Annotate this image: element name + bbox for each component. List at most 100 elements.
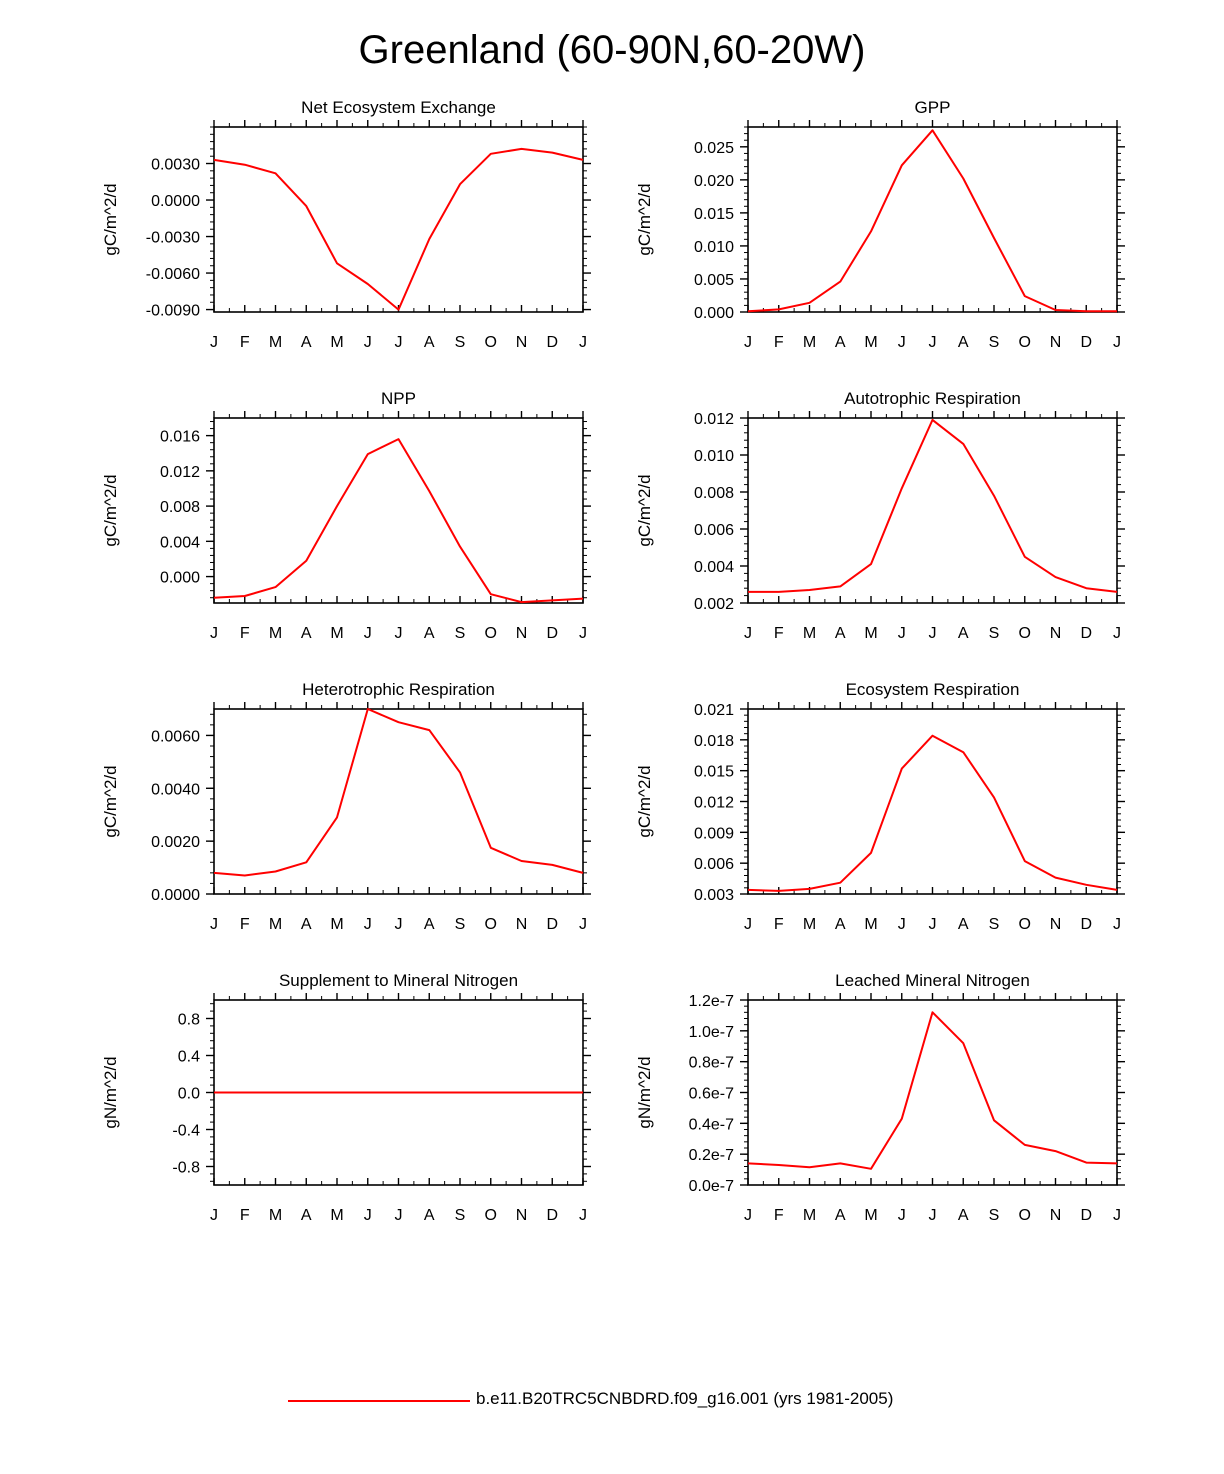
x-tick-label: J [395, 334, 403, 351]
series-line [213, 708, 584, 877]
y-tick-label: -0.4 [172, 1123, 200, 1140]
x-tick-label: M [803, 625, 816, 642]
y-tick-label: 0.010 [694, 448, 734, 465]
legend-line-swatch [288, 1400, 470, 1402]
series-line [747, 734, 1118, 892]
x-tick-label: S [455, 916, 466, 933]
x-tick-label: J [744, 1207, 752, 1224]
y-tick-label: 0.008 [160, 499, 200, 516]
x-tick-label: M [269, 1207, 282, 1224]
x-tick-label: F [774, 1207, 784, 1224]
legend-label: b.e11.B20TRC5CNBDRD.f09_g16.001 (yrs 198… [476, 1389, 894, 1408]
x-tick-label: J [579, 1207, 587, 1224]
panel-5: Heterotrophic Respiration J F M A M J J A S O N D J 0.… [101, 680, 591, 933]
y-axis-label: gC/m^2/d [635, 474, 654, 546]
x-tick-label: D [546, 1207, 558, 1224]
plot-frame [747, 126, 1118, 313]
panel-8: Leached Mineral Nitrogen J F M A M J J A S O N D J 0.0… [635, 971, 1125, 1224]
y-axis-label: gC/m^2/d [101, 765, 120, 837]
x-tick-label: J [364, 334, 372, 351]
y-tick-label: 0.006 [694, 856, 734, 873]
plot-frame [213, 126, 584, 313]
x-tick-label: F [774, 625, 784, 642]
x-tick-label: M [803, 334, 816, 351]
x-tick-label: M [330, 916, 343, 933]
x-tick-label: O [485, 334, 497, 351]
x-tick-label: J [898, 1207, 906, 1224]
x-tick-label: A [835, 1207, 846, 1224]
y-tick-label: 0.009 [694, 825, 734, 842]
series-line [213, 438, 584, 604]
x-tick-label: J [1113, 334, 1121, 351]
panel-title: Net Ecosystem Exchange [301, 98, 496, 117]
x-tick-label: N [516, 334, 528, 351]
x-tick-label: D [546, 625, 558, 642]
panel-title: GPP [915, 98, 951, 117]
x-tick-label: J [898, 916, 906, 933]
y-tick-label: 0.025 [694, 140, 734, 157]
x-tick-label: J [210, 625, 218, 642]
x-tick-label: M [803, 916, 816, 933]
x-tick-label: D [546, 916, 558, 933]
x-tick-label: S [455, 334, 466, 351]
x-tick-label: J [210, 916, 218, 933]
y-axis-label: gC/m^2/d [101, 183, 120, 255]
x-tick-label: A [424, 916, 435, 933]
x-tick-label: F [240, 916, 250, 933]
x-tick-label: J [579, 625, 587, 642]
y-tick-label: 0.012 [694, 795, 734, 812]
x-tick-label: A [835, 625, 846, 642]
x-tick-label: O [485, 916, 497, 933]
panel-1: Net Ecosystem Exchange J F M A M J J A S O N D J -0.00… [101, 98, 591, 351]
y-axis-label: gC/m^2/d [635, 765, 654, 837]
panel-4: Autotrophic Respiration J F M A M J J A S O N D J 0.00… [635, 389, 1125, 642]
x-tick-label: A [835, 916, 846, 933]
x-tick-label: J [395, 916, 403, 933]
y-tick-label: 0.016 [160, 429, 200, 446]
panel-title: Supplement to Mineral Nitrogen [279, 971, 518, 990]
y-axis-label: gN/m^2/d [101, 1056, 120, 1128]
x-tick-label: O [1019, 625, 1031, 642]
x-tick-label: J [898, 625, 906, 642]
y-tick-label: -0.0030 [146, 230, 200, 247]
y-tick-label: 0.010 [694, 239, 734, 256]
x-tick-label: F [240, 1207, 250, 1224]
y-tick-label: 0.0020 [151, 834, 200, 851]
x-tick-label: M [864, 334, 877, 351]
y-tick-label: 0.8 [178, 1012, 200, 1029]
y-tick-label: 0.4 [178, 1049, 200, 1066]
x-tick-label: F [774, 916, 784, 933]
y-tick-label: 0.005 [694, 272, 734, 289]
x-tick-label: N [516, 625, 528, 642]
x-tick-label: F [774, 334, 784, 351]
x-tick-label: J [929, 334, 937, 351]
y-tick-label: 0.021 [694, 702, 734, 719]
y-tick-label: 0.0000 [151, 887, 200, 904]
x-tick-label: J [1113, 1207, 1121, 1224]
x-tick-label: A [835, 334, 846, 351]
x-tick-label: M [269, 625, 282, 642]
panel-title: Ecosystem Respiration [846, 680, 1020, 699]
x-tick-label: A [424, 625, 435, 642]
x-tick-label: J [364, 916, 372, 933]
x-tick-label: N [1050, 625, 1062, 642]
y-tick-label: 0.004 [694, 559, 734, 576]
y-tick-label: 0.0040 [151, 781, 200, 798]
y-tick-label: 0.4e-7 [689, 1116, 734, 1133]
x-tick-label: J [210, 1207, 218, 1224]
y-axis-label: gN/m^2/d [635, 1056, 654, 1128]
plot-frame [747, 417, 1118, 604]
x-tick-label: M [864, 625, 877, 642]
panel-6: Ecosystem Respiration J F M A M J J A S O N D J 0.003 0… [635, 680, 1125, 933]
x-tick-label: A [424, 1207, 435, 1224]
x-tick-label: A [958, 334, 969, 351]
y-tick-label: 1.0e-7 [689, 1024, 734, 1041]
panel-3: NPP J F M A M J J A S O N D J 0.000 0.004 0.008 0.012 0.01… [101, 389, 591, 642]
series-line [747, 129, 1117, 313]
x-tick-label: J [898, 334, 906, 351]
y-axis-label: gC/m^2/d [101, 474, 120, 546]
x-tick-label: D [546, 334, 558, 351]
x-tick-label: O [1019, 916, 1031, 933]
x-tick-label: O [1019, 334, 1031, 351]
